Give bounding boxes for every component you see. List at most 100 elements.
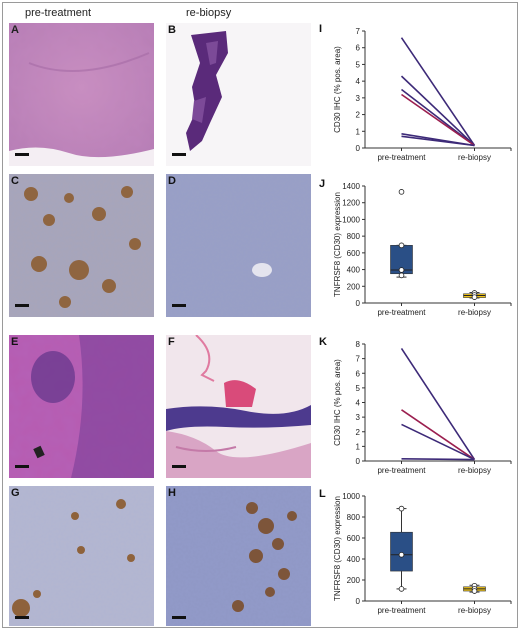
y-tick-label: 1000 <box>342 215 360 224</box>
y-tick-label: 3 <box>356 94 361 103</box>
series-line <box>400 37 476 146</box>
panel-g-scale-bar <box>15 616 29 619</box>
y-tick-label: 800 <box>347 513 361 522</box>
box-data-point <box>398 242 405 249</box>
panel-g-image <box>9 486 154 626</box>
chart-l-svg: 0 200 400 600 800 1000 pre-treatment re-biopsy T… <box>333 492 512 615</box>
y-tick-label: 400 <box>347 266 361 275</box>
y-tick-label: 1 <box>356 127 361 136</box>
panel-a-he-pretreatment: A <box>9 23 154 166</box>
panel-e-scale-bar <box>15 465 29 468</box>
panel-b-label: B <box>168 24 176 36</box>
chart-i-label: I <box>319 23 323 35</box>
box-body <box>390 531 413 572</box>
chart-l: 0 200 400 600 800 1000 pre-treatment re-biopsy T… <box>319 488 517 623</box>
y-tick-label: 1200 <box>342 199 360 208</box>
y-tick-label: 600 <box>347 534 361 543</box>
y-tick-label: 0 <box>356 299 361 308</box>
panel-b-he-rebiopsy: B <box>166 23 311 166</box>
panel-h-label: H <box>168 487 176 499</box>
panel-f-he-rebiopsy: F <box>166 335 311 478</box>
y-tick-label: 200 <box>347 282 361 291</box>
x-tick-label: re-biopsy <box>458 308 491 317</box>
panel-f-label: F <box>168 336 175 348</box>
chart-k-label: K <box>319 336 327 348</box>
panel-d-image <box>166 174 311 317</box>
y-tick-label: 4 <box>356 399 361 408</box>
panel-d-label: D <box>168 175 176 187</box>
y-tick-label: 1 <box>356 442 361 451</box>
y-tick-label: 6 <box>356 369 361 378</box>
panel-g-ihc-pretreatment: G <box>9 486 154 629</box>
chart-i-svg: 0 1 2 3 4 5 6 7 pre-treatment re-biopsy CD30 IHC (… <box>333 27 512 162</box>
y-tick-label: 800 <box>347 232 361 241</box>
panel-f-scale-bar <box>172 465 186 468</box>
y-tick-label: 7 <box>356 355 361 364</box>
y-tick-label: 2 <box>356 111 361 120</box>
x-tick-label: pre-treatment <box>377 606 426 615</box>
panel-b-scale-bar <box>172 153 186 156</box>
series-line <box>401 409 475 461</box>
panel-h-scale-bar <box>172 616 186 619</box>
y-tick-label: 200 <box>347 576 361 585</box>
panel-c-scale-bar <box>15 304 29 307</box>
chart-k-svg: 0 1 2 3 4 5 6 7 8 pre-treatment re-biopsy CD30 IHC … <box>333 340 512 475</box>
panel-a-label: A <box>11 24 19 36</box>
column-header-pre-treatment: pre-treatment <box>25 7 92 19</box>
panel-e-he-pretreatment: E <box>9 335 154 478</box>
panel-h-ihc-rebiopsy: H <box>166 486 311 629</box>
panel-e-image <box>9 335 154 478</box>
series-line <box>400 75 476 147</box>
chart-j: 0 200 400 600 800 1000 1200 1400 pre-treatment re… <box>319 178 517 325</box>
y-axis-label: CD30 IHC (% pos. area) <box>333 46 342 133</box>
chart-k: 0 1 2 3 4 5 6 7 8 pre-treatment re-biopsy CD30 IHC … <box>319 336 517 483</box>
x-tick-label: pre-treatment <box>377 466 426 475</box>
y-tick-label: 3 <box>356 413 361 422</box>
y-tick-label: 4 <box>356 77 361 86</box>
y-tick-label: 8 <box>356 340 361 349</box>
x-tick-label: re-biopsy <box>458 153 491 162</box>
y-tick-label: 6 <box>356 44 361 53</box>
box-data-point <box>471 294 478 300</box>
panel-g-label: G <box>11 487 20 499</box>
panel-b-image <box>166 23 311 166</box>
panel-c-ihc-pretreatment: C <box>9 174 154 317</box>
panel-e-label: E <box>11 336 19 348</box>
y-tick-label: 0 <box>356 144 361 153</box>
y-axis-label: TNFRSF8 (CD30) expression <box>333 496 342 601</box>
box-data-point <box>471 588 478 594</box>
y-tick-label: 400 <box>347 555 361 564</box>
chart-j-svg: 0 200 400 600 800 1000 1200 1400 pre-treatment re… <box>333 182 512 317</box>
series-line <box>401 423 475 461</box>
y-tick-label: 600 <box>347 249 361 258</box>
y-tick-label: 2 <box>356 428 361 437</box>
x-tick-label: pre-treatment <box>377 153 426 162</box>
y-tick-label: 1400 <box>342 182 360 191</box>
x-tick-label: pre-treatment <box>377 308 426 317</box>
panel-f-image <box>166 335 311 478</box>
panel-a-image <box>9 23 154 166</box>
box-data-point <box>398 586 405 592</box>
panel-d-scale-bar <box>172 304 186 307</box>
series-line <box>401 135 475 147</box>
series-line <box>401 93 475 147</box>
y-tick-label: 0 <box>356 457 361 466</box>
panel-a-scale-bar <box>15 153 29 156</box>
chart-i: 0 1 2 3 4 5 6 7 pre-treatment re-biopsy CD30 IHC (… <box>319 23 517 170</box>
panel-h-image <box>166 486 311 626</box>
y-tick-label: 1000 <box>342 492 360 501</box>
panel-c-label: C <box>11 175 19 187</box>
panel-c-image <box>9 174 154 317</box>
y-tick-label: 5 <box>356 384 361 393</box>
box-data-point <box>398 552 405 558</box>
x-tick-label: re-biopsy <box>458 466 491 475</box>
y-axis-label: TNFRSF8 (CD30) expression <box>333 192 342 297</box>
box-data-point <box>398 505 405 512</box>
chart-j-label: J <box>319 178 326 190</box>
y-tick-label: 7 <box>356 27 361 36</box>
y-axis-label: CD30 IHC (% pos. area) <box>333 359 342 446</box>
y-tick-label: 0 <box>356 597 361 606</box>
series-line <box>400 347 476 460</box>
column-header-re-biopsy: re-biopsy <box>186 7 232 19</box>
